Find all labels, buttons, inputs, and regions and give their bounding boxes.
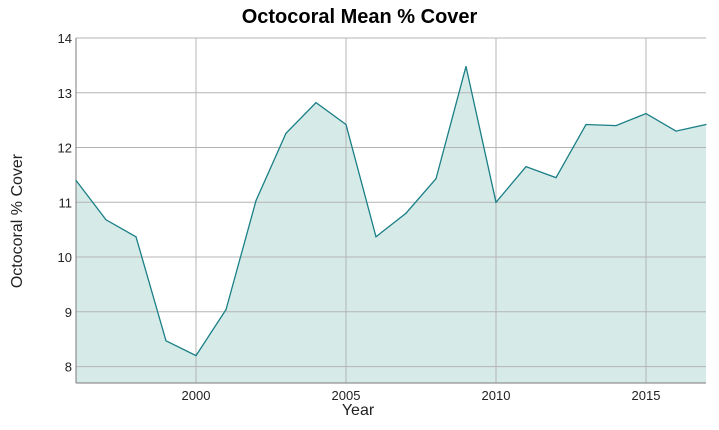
data-point-2003 bbox=[285, 132, 287, 134]
x-tick-label-2010: 2010 bbox=[482, 388, 511, 403]
y-tick-label-8: 8 bbox=[65, 360, 72, 375]
data-point-2001 bbox=[225, 309, 227, 311]
x-axis-label: Year bbox=[341, 402, 375, 419]
data-point-2013 bbox=[585, 123, 587, 126]
x-tick-label-2000: 2000 bbox=[182, 388, 211, 403]
y-tick-label-9: 9 bbox=[65, 305, 72, 320]
area-fill bbox=[76, 66, 706, 383]
data-point-1999 bbox=[165, 340, 167, 342]
y-tick-label-13: 13 bbox=[58, 86, 72, 101]
x-tick-label-2005: 2005 bbox=[332, 388, 361, 403]
series-line bbox=[75, 66, 707, 357]
data-point-1996 bbox=[75, 179, 77, 181]
y-tick-label-10: 10 bbox=[58, 250, 72, 265]
data-point-2011 bbox=[525, 166, 527, 168]
data-point-2004 bbox=[315, 102, 317, 104]
data-point-2010 bbox=[495, 201, 497, 203]
data-point-2017 bbox=[705, 123, 707, 126]
data-point-2002 bbox=[255, 200, 257, 202]
y-tick-label-12: 12 bbox=[58, 141, 72, 156]
chart-title: Octocoral Mean % Cover bbox=[241, 6, 478, 28]
data-point-2014 bbox=[615, 125, 617, 127]
data-point-2009 bbox=[465, 65, 467, 68]
data-point-2007 bbox=[405, 212, 407, 214]
data-point-2012 bbox=[555, 177, 557, 179]
data-point-2000 bbox=[195, 355, 197, 357]
x-tick-label-2015: 2015 bbox=[632, 388, 661, 403]
data-point-2005 bbox=[345, 123, 347, 126]
data-point-2006 bbox=[375, 236, 377, 238]
data-point-1998 bbox=[135, 236, 137, 238]
y-tick-label-11: 11 bbox=[59, 195, 73, 210]
y-tick-label-14: 14 bbox=[58, 31, 72, 46]
data-point-2008 bbox=[435, 178, 437, 180]
data-point-2015 bbox=[645, 112, 647, 115]
data-point-2016 bbox=[675, 130, 677, 132]
data-point-1997 bbox=[105, 219, 107, 221]
